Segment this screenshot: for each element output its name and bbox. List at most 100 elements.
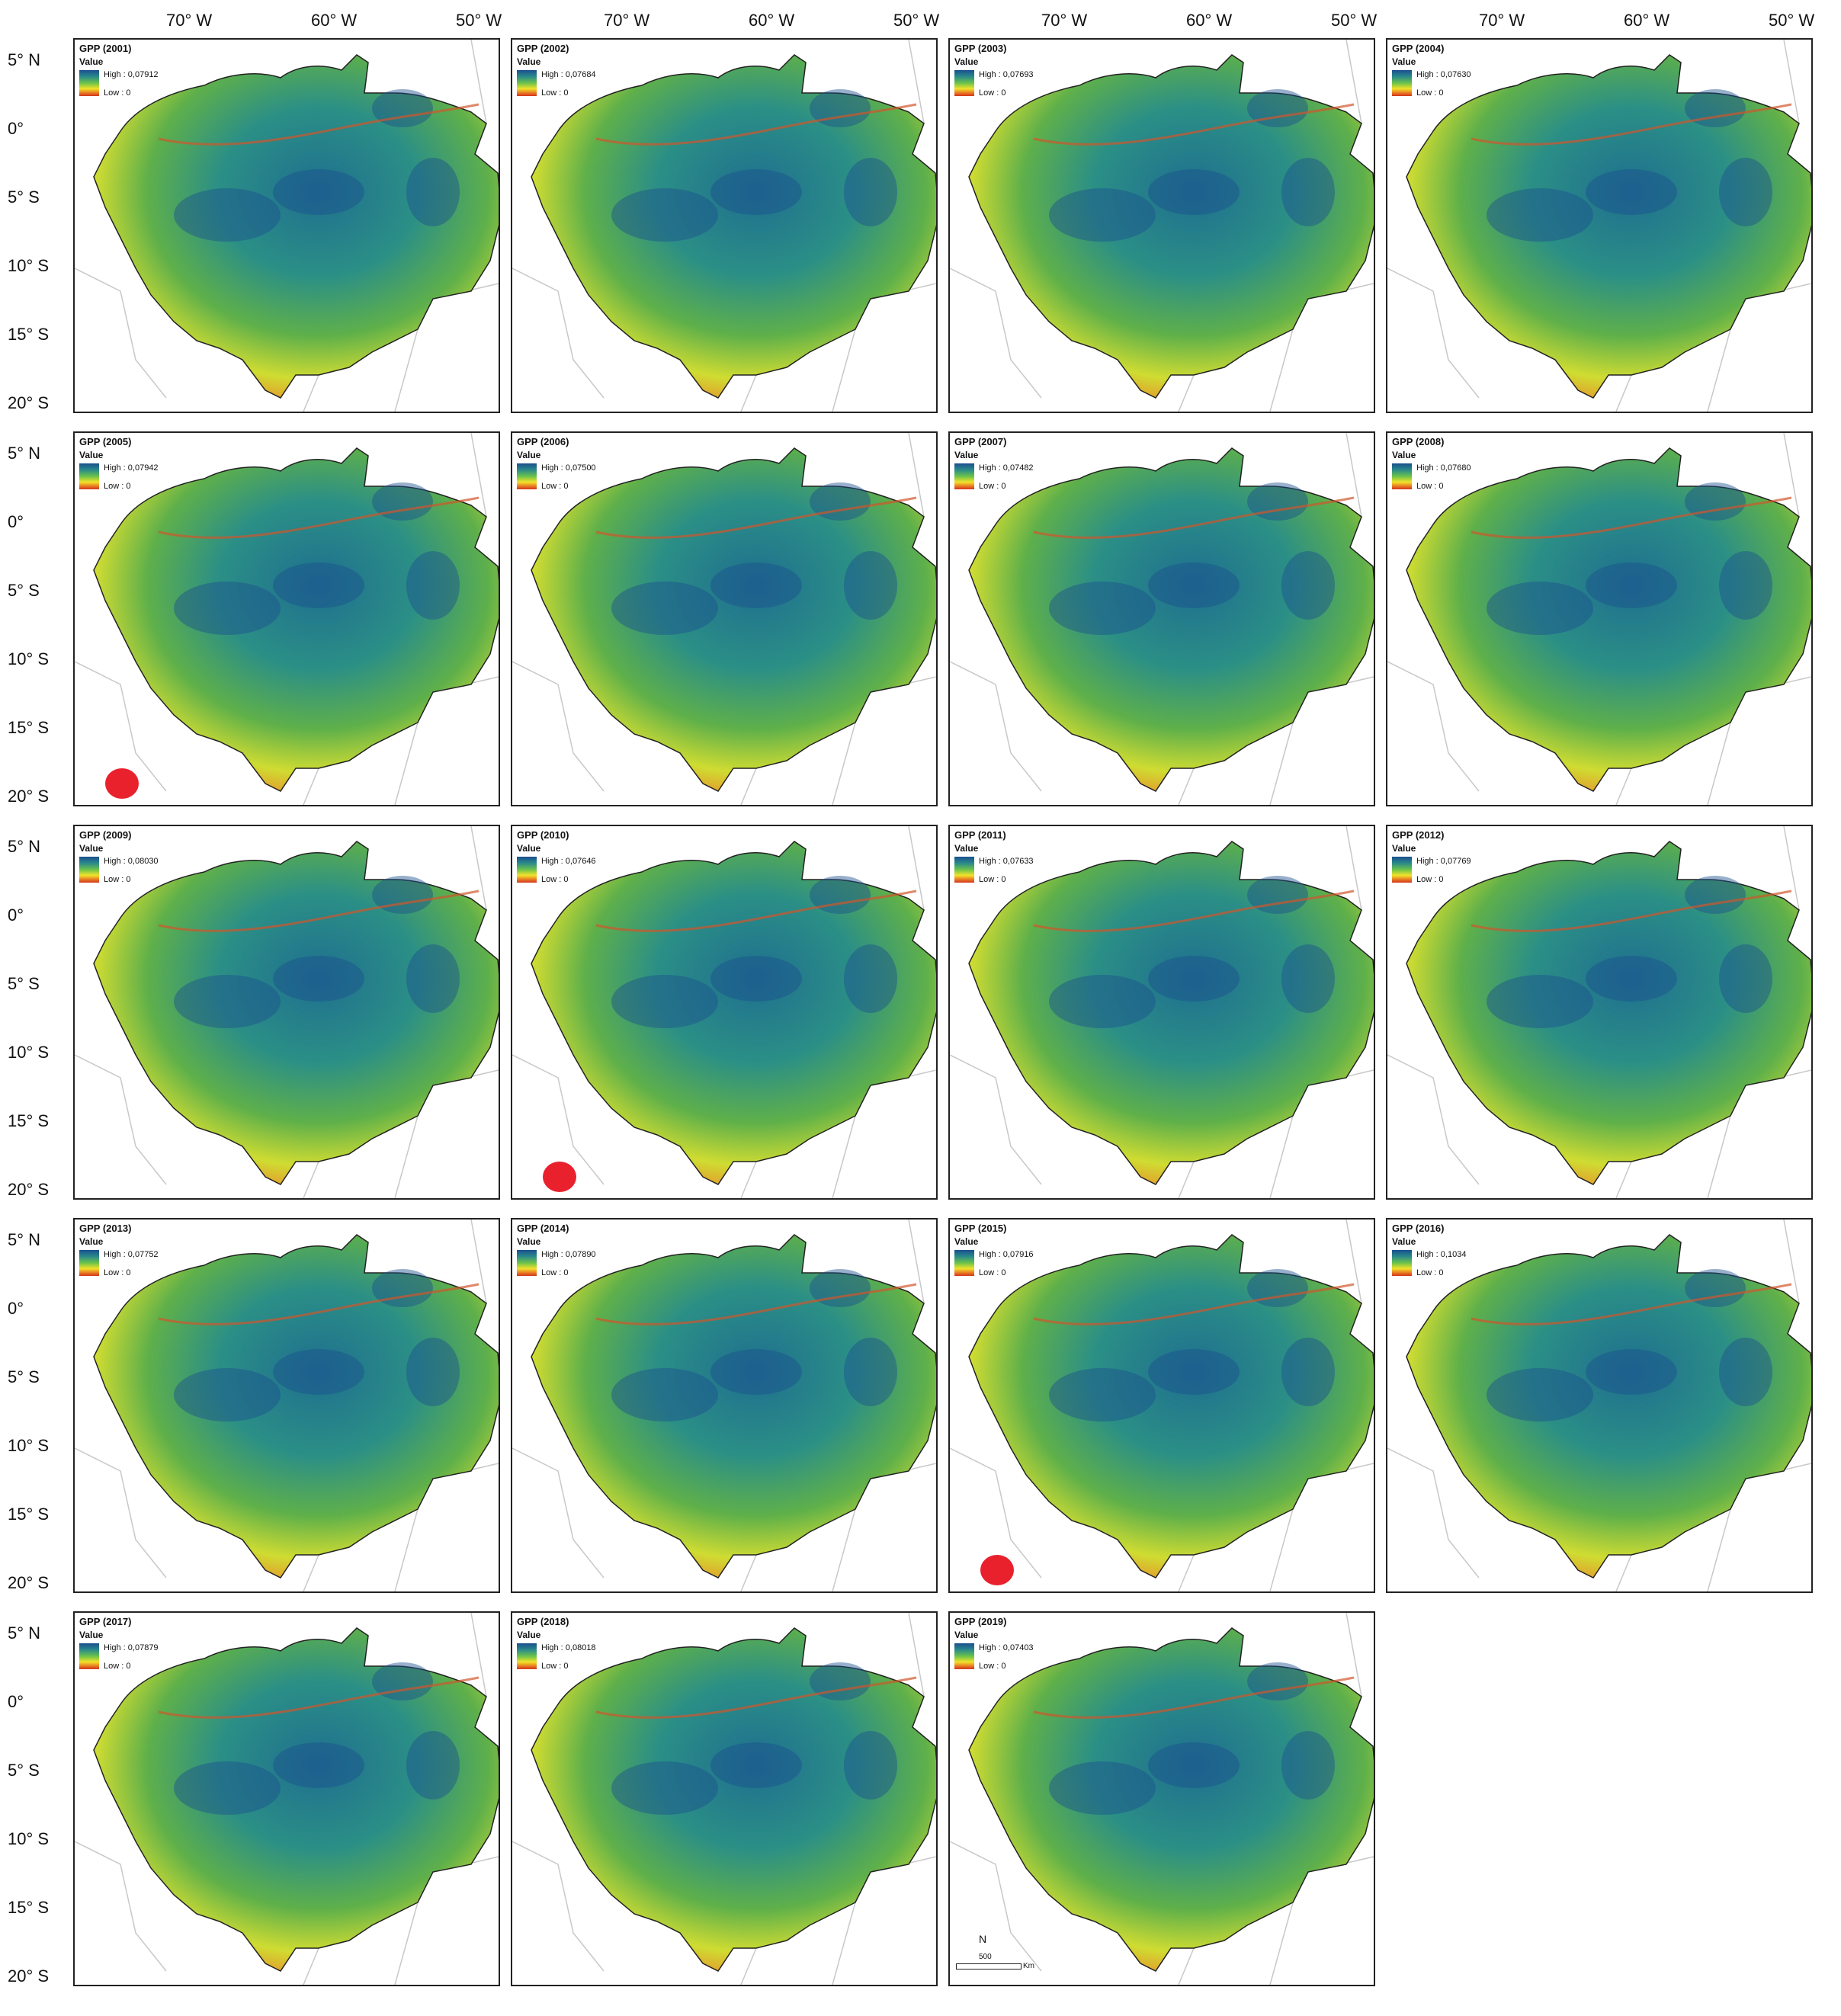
- high-gpp-area: [1586, 1349, 1677, 1395]
- legend-low-value: Low : 0: [979, 1268, 1006, 1277]
- high-gpp-area: [710, 956, 802, 1002]
- high-gpp-area: [1719, 158, 1772, 226]
- panel-title: GPP (2016): [1392, 1223, 1445, 1234]
- amazon-basin-gpp: [93, 1627, 499, 1972]
- high-gpp-area: [1487, 582, 1593, 635]
- legend-low-value: Low : 0: [104, 1662, 131, 1671]
- drought-year-marker: [105, 768, 139, 799]
- high-gpp-area: [1586, 169, 1677, 215]
- map-panel: GPP (2016) Value High : 0,1034 Low : 0: [1386, 1218, 1813, 1593]
- gpp-map: [950, 826, 1374, 1198]
- legend-color-ramp: [79, 857, 99, 883]
- high-gpp-area: [1049, 1368, 1156, 1421]
- longitude-label: 60° W: [311, 11, 358, 30]
- legend-color-ramp: [1392, 857, 1412, 883]
- gpp-map: [1387, 40, 1811, 412]
- high-gpp-area: [406, 1338, 460, 1406]
- high-gpp-area: [406, 944, 460, 1013]
- amazon-basin-gpp: [531, 1627, 936, 1972]
- longitude-label: 50° W: [1331, 11, 1378, 30]
- legend-heading: Value: [79, 843, 104, 854]
- amazon-basin-gpp: [968, 1234, 1374, 1579]
- high-gpp-area: [1487, 188, 1593, 242]
- legend-low-value: Low : 0: [104, 1268, 131, 1277]
- amazon-basin-gpp: [968, 54, 1374, 399]
- map-panel: GPP (2005) Value High : 0,07942 Low : 0: [73, 431, 500, 806]
- amazon-river: [1471, 103, 1792, 146]
- latitude-label: 5° N: [8, 1230, 41, 1249]
- legend-high-value: High : 0,07769: [1416, 857, 1471, 866]
- gpp-map: [512, 1613, 936, 1985]
- legend-color-ramp: [517, 857, 537, 883]
- gpp-map: [950, 1613, 1374, 1985]
- scale-bar: [956, 1963, 1022, 1970]
- high-gpp-area: [611, 975, 718, 1028]
- latitude-label: 0°: [8, 1299, 24, 1318]
- amazon-basin-gpp: [531, 841, 936, 1185]
- panel-title: GPP (2009): [79, 829, 132, 841]
- latitude-label: 20° S: [8, 393, 50, 412]
- high-gpp-area: [1247, 89, 1308, 127]
- legend-heading: Value: [517, 1630, 541, 1640]
- legend-color-ramp: [954, 857, 974, 883]
- latitude-label: 5° S: [8, 581, 40, 600]
- high-gpp-area: [273, 956, 364, 1002]
- high-gpp-area: [710, 1349, 802, 1395]
- latitude-label: 10° S: [8, 649, 50, 668]
- amazon-basin-gpp: [93, 841, 499, 1185]
- legend-heading: Value: [1392, 1236, 1416, 1247]
- legend-low-value: Low : 0: [541, 88, 569, 98]
- scale-unit: Km: [1023, 1962, 1034, 1970]
- high-gpp-area: [1586, 956, 1677, 1002]
- legend-color-ramp: [517, 463, 537, 489]
- legend-heading: Value: [954, 56, 979, 67]
- map-panel: GPP (2012) Value High : 0,07769 Low : 0: [1386, 825, 1813, 1200]
- legend-low-value: Low : 0: [979, 88, 1006, 98]
- legend-heading: Value: [1392, 56, 1416, 67]
- amazon-river: [1471, 1283, 1792, 1325]
- high-gpp-area: [1586, 562, 1677, 608]
- legend-high-value: High : 0,07752: [104, 1250, 159, 1259]
- high-gpp-area: [174, 582, 281, 635]
- legend-high-value: High : 0,07912: [104, 70, 159, 79]
- amazon-basin-gpp: [93, 1234, 499, 1579]
- amazon-river: [595, 496, 917, 539]
- latitude-label: 15° S: [8, 1505, 50, 1524]
- legend-low-value: Low : 0: [541, 1662, 569, 1671]
- high-gpp-area: [810, 1269, 871, 1307]
- high-gpp-area: [372, 89, 433, 127]
- high-gpp-area: [1487, 1368, 1593, 1421]
- legend-high-value: High : 0,07630: [1416, 70, 1471, 79]
- map-panel: GPP (2003) Value High : 0,07693 Low : 0: [948, 38, 1375, 413]
- map-panel: GPP (2008) Value High : 0,07680 Low : 0: [1386, 431, 1813, 806]
- amazon-river: [595, 103, 917, 146]
- high-gpp-area: [1247, 482, 1308, 521]
- panel-title: GPP (2001): [79, 43, 132, 54]
- latitude-label: 0°: [8, 1692, 24, 1711]
- amazon-basin-gpp: [1406, 54, 1811, 399]
- latitude-label: 5° S: [8, 187, 40, 207]
- latitude-label: 15° S: [8, 325, 50, 344]
- panel-title: GPP (2003): [954, 43, 1007, 54]
- longitude-label: 70° W: [166, 11, 213, 30]
- high-gpp-area: [372, 1662, 433, 1700]
- latitude-label: 0°: [8, 512, 24, 531]
- high-gpp-area: [1148, 1742, 1240, 1788]
- panel-title: GPP (2015): [954, 1223, 1007, 1234]
- amazon-basin-gpp: [968, 1627, 1374, 1972]
- high-gpp-area: [372, 876, 433, 914]
- high-gpp-area: [844, 944, 897, 1013]
- latitude-label: 20° S: [8, 1573, 50, 1592]
- amazon-river: [1033, 1676, 1355, 1719]
- longitude-label: 60° W: [1186, 11, 1233, 30]
- legend-heading: Value: [79, 1236, 104, 1247]
- legend-color-ramp: [954, 463, 974, 489]
- high-gpp-area: [372, 1269, 433, 1307]
- high-gpp-area: [710, 562, 802, 608]
- high-gpp-area: [1247, 1269, 1308, 1307]
- amazon-river: [1033, 496, 1355, 539]
- amazon-river: [158, 1283, 479, 1325]
- longitude-label: 50° W: [456, 11, 502, 30]
- gpp-map: [75, 433, 499, 805]
- high-gpp-area: [1719, 551, 1772, 620]
